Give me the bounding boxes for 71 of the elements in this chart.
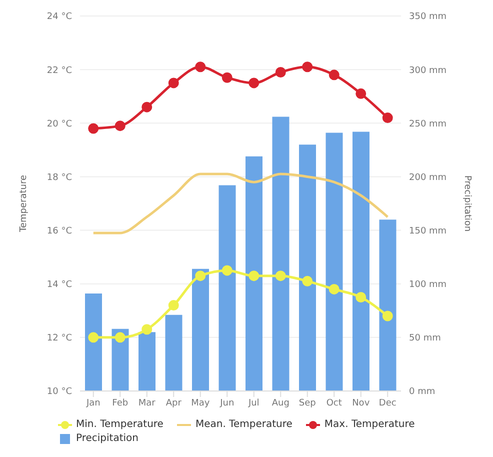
bar	[326, 132, 343, 391]
point	[222, 265, 232, 276]
y2-tick-label: 200 mm	[409, 172, 447, 183]
point	[248, 78, 260, 88]
x-tick-label: Oct	[326, 398, 342, 408]
bar	[379, 220, 396, 391]
point	[142, 102, 152, 112]
y2-axis-title: Precipitation	[462, 175, 472, 232]
y-tick-label: 22 °C	[46, 66, 72, 76]
x-tick-label: Mar	[138, 398, 156, 408]
point	[356, 292, 366, 302]
x-tick-label: Feb	[112, 398, 128, 408]
legend-label: Mean. Temperature	[195, 419, 292, 430]
y-tick-label: 14 °C	[46, 280, 72, 290]
point	[275, 270, 286, 282]
x-tick-label: Nov	[352, 398, 370, 408]
x-tick-label: Aug	[272, 398, 290, 408]
bar	[218, 185, 236, 391]
point	[382, 112, 393, 124]
bar	[299, 144, 316, 391]
point	[382, 310, 393, 322]
y2-tick-label: 250 mm	[409, 119, 447, 130]
point	[302, 62, 313, 72]
line-series	[92, 172, 389, 234]
y-axis-title: Temperature	[19, 174, 30, 234]
bar	[138, 332, 156, 391]
legend-label: Precipitation	[76, 433, 139, 444]
x-tick-label: Sep	[298, 398, 316, 408]
y-tick-label: 18 °C	[46, 172, 72, 183]
point	[248, 270, 260, 282]
bar	[85, 294, 102, 391]
bar	[112, 328, 129, 391]
point	[142, 324, 152, 335]
y-tick-label: 24 °C	[46, 12, 72, 22]
x-tick-label: Jul	[247, 398, 260, 408]
bar	[246, 156, 262, 391]
bar	[165, 314, 182, 391]
y-tick-label: 12 °C	[46, 334, 72, 344]
x-tick-label: Jan	[85, 398, 100, 408]
y2-tick-label: 350 mm	[409, 12, 447, 22]
legend-label: Max. Temperature	[324, 419, 415, 430]
point	[356, 88, 366, 99]
point	[275, 67, 286, 78]
y2-tick-label: 100 mm	[409, 280, 447, 290]
point	[168, 78, 179, 88]
bar	[272, 116, 290, 391]
point	[222, 72, 232, 83]
y2-tick-label: 300 mm	[409, 66, 447, 76]
y2-tick-label: 50 mm	[409, 334, 441, 344]
point	[328, 70, 340, 80]
x-tick-label: Dec	[378, 398, 396, 408]
point	[195, 62, 206, 72]
x-tick-label: May	[191, 398, 210, 408]
point	[195, 270, 206, 282]
y-tick-label: 10 °C	[46, 387, 72, 398]
y-tick-label: 16 °C	[46, 226, 72, 236]
legend-label: Min. Temperature	[76, 419, 164, 430]
y2-tick-label: 150 mm	[409, 226, 447, 236]
point	[88, 332, 99, 343]
point	[302, 276, 313, 286]
point	[168, 300, 179, 311]
point	[114, 120, 126, 132]
point	[88, 123, 99, 134]
y-tick-label: 20 °C	[46, 119, 72, 130]
y2-tick-label: 0 mm	[409, 387, 436, 398]
point	[114, 332, 126, 343]
x-tick-label: Jun	[219, 398, 234, 408]
point	[328, 284, 340, 294]
x-tick-label: Apr	[166, 398, 182, 408]
bar	[352, 132, 370, 391]
bar	[192, 268, 209, 391]
